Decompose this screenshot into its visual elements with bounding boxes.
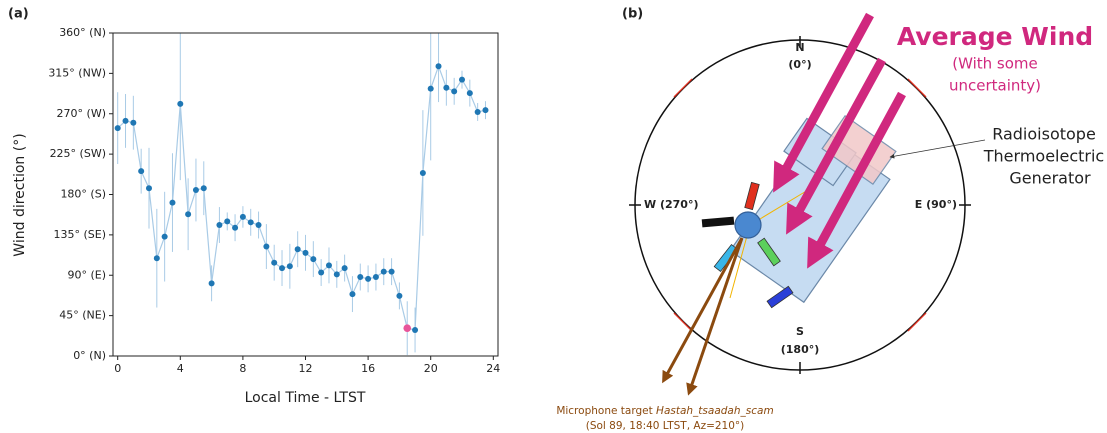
y-tick-label: 135° (SE) <box>53 228 106 241</box>
x-tick-label: 24 <box>486 362 500 375</box>
point <box>412 326 419 333</box>
point <box>161 233 168 240</box>
point <box>208 280 215 287</box>
highlight-point <box>403 324 412 332</box>
y-tick-label: 360° (N) <box>59 26 106 39</box>
target-name: Hastah_tsaadah_scam <box>656 405 774 417</box>
wind-arrows <box>773 12 906 269</box>
point <box>130 119 137 126</box>
point <box>138 168 145 175</box>
point <box>310 256 317 263</box>
point <box>349 291 356 298</box>
x-tick-label: 12 <box>299 362 313 375</box>
point <box>474 108 481 115</box>
y-tick-label: 0° (N) <box>73 349 106 362</box>
point <box>365 275 372 282</box>
point <box>169 199 176 206</box>
compass-ticks <box>629 36 971 374</box>
point <box>232 224 239 231</box>
point <box>255 222 262 229</box>
panel-label: (b) <box>622 7 643 22</box>
point <box>294 246 301 253</box>
point <box>459 76 466 83</box>
target-label: Microphone target Hastah_tsaadah_scam <box>556 405 773 417</box>
point <box>318 269 325 276</box>
point <box>325 262 332 269</box>
y-tick-label: 45° (NE) <box>59 309 106 322</box>
point <box>341 265 348 272</box>
microphone-arrows <box>662 237 744 396</box>
target-prefix: Microphone target <box>556 405 656 417</box>
rtg-label: Generator <box>1009 169 1091 188</box>
compass-label: (180°) <box>781 343 820 356</box>
point <box>145 185 152 192</box>
compass-label: W (270°) <box>644 198 698 211</box>
wind-note: uncertainty) <box>949 77 1041 95</box>
compass-label: E (90°) <box>915 198 957 211</box>
wind-title: Average Wind <box>897 22 1093 51</box>
x-axis-label: Local Time - LTST <box>245 390 366 406</box>
point <box>216 222 223 229</box>
diagram: (b) N (0°) W (270°) E (90°) S (180°) <box>556 7 1104 433</box>
point <box>200 185 207 192</box>
compass-label: N <box>795 41 804 54</box>
point <box>380 268 387 275</box>
point <box>427 85 434 92</box>
point <box>466 90 473 97</box>
panel-label: (a) <box>8 7 29 22</box>
y-tick-label: 180° (S) <box>60 188 106 201</box>
point <box>153 255 160 262</box>
y-tick-label: 270° (W) <box>57 107 106 120</box>
y-tick-label: 225° (SW) <box>50 147 106 160</box>
point <box>271 259 278 266</box>
point <box>114 125 121 132</box>
rtg-label: Thermoelectric <box>983 147 1104 166</box>
wind-note: (With some <box>952 55 1038 73</box>
x-tick-label: 8 <box>239 362 246 375</box>
point <box>286 263 293 270</box>
point <box>451 88 458 95</box>
point <box>396 292 403 299</box>
point <box>302 249 309 256</box>
point <box>239 213 246 220</box>
point <box>372 274 379 281</box>
point <box>263 243 270 250</box>
point <box>247 219 254 226</box>
x-tick-label: 16 <box>361 362 375 375</box>
point <box>357 274 364 281</box>
target-detail: (Sol 89, 18:40 LTST, Az=210°) <box>586 420 745 432</box>
compass-label: S <box>796 325 804 338</box>
x-tick-label: 0 <box>114 362 121 375</box>
series-line <box>117 64 486 331</box>
point <box>122 117 129 124</box>
x-tick-label: 4 <box>177 362 184 375</box>
axes-frame <box>112 32 499 357</box>
point <box>388 268 395 275</box>
point <box>185 211 192 218</box>
point <box>279 265 286 272</box>
rtg-label: Radioisotope <box>992 125 1096 144</box>
point <box>443 84 450 91</box>
point <box>482 107 489 114</box>
point <box>192 187 199 194</box>
plot-area: 0° (N) 45° (NE) 90° (E) 135° (SE) 180° (S) 22… <box>48 26 500 375</box>
point <box>224 218 231 225</box>
point <box>435 63 442 70</box>
x-tick-label: 20 <box>424 362 438 375</box>
y-tick-label: 315° (NW) <box>48 66 106 79</box>
point <box>419 169 426 176</box>
compass-label: (0°) <box>788 58 811 71</box>
series <box>114 33 489 356</box>
point <box>177 100 184 107</box>
rtg-leader <box>889 139 986 159</box>
y-tick-label: 90° (E) <box>67 268 106 281</box>
y-axis-label: Wind direction (°) <box>12 133 28 256</box>
diagonal-ticks <box>673 78 927 332</box>
point <box>333 271 340 278</box>
